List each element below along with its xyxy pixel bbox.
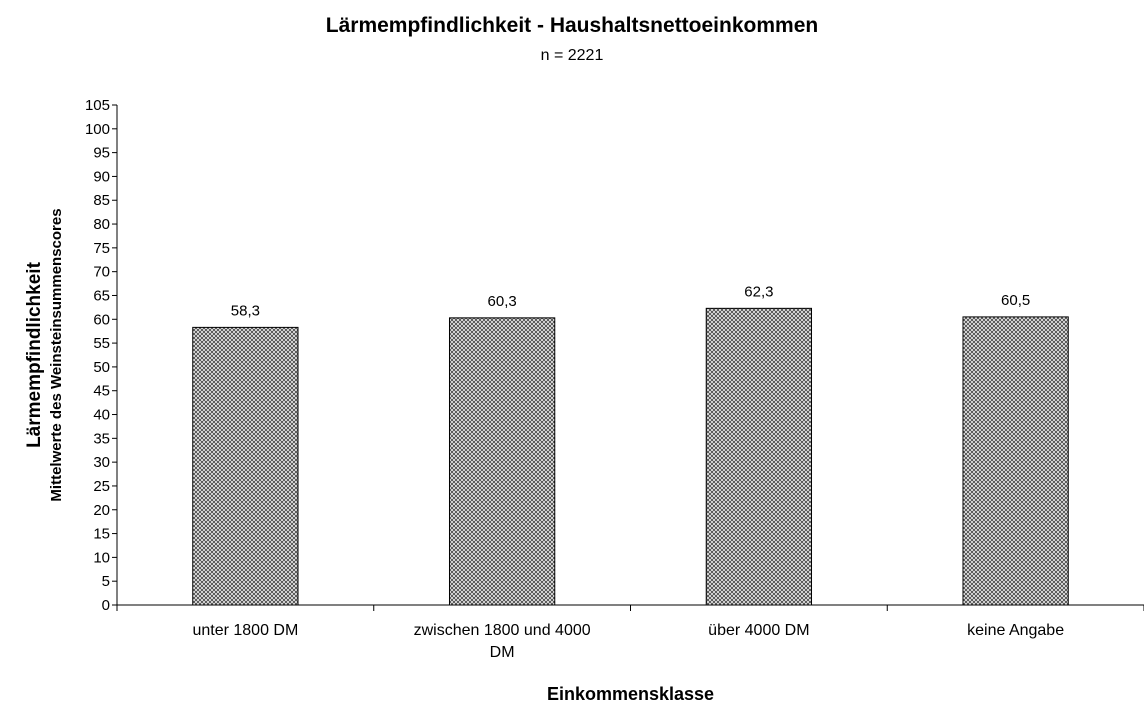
x-tick-label: keine Angabe [967, 622, 1064, 639]
y-tick-label: 5 [102, 573, 110, 590]
y-axis: 0 5 10 15 20 25 30 35 40 45 50 55 60 65 70 75 80 85 90 95 10… [85, 97, 118, 614]
y-tick-label: 105 [85, 97, 110, 114]
y-tick-label: 0 [102, 597, 110, 614]
data-label: 62,3 [744, 283, 773, 300]
x-tick-label: zwischen 1800 und 4000 DM [414, 622, 591, 661]
y-tick-label: 75 [93, 240, 110, 257]
y-tick-label: 15 [93, 526, 110, 543]
y-tick-label: 45 [93, 383, 110, 400]
y-tick-label: 65 [93, 287, 110, 304]
bars: 58,3 60,3 62,3 60,5 [192, 283, 1069, 606]
chart-subtitle: n = 2221 [540, 47, 604, 64]
y-tick-label: 40 [93, 407, 110, 424]
data-label: 60,3 [488, 293, 517, 310]
bar [962, 316, 1069, 606]
data-label: 60,5 [1001, 292, 1030, 309]
bar [705, 307, 813, 606]
y-tick-label: 60 [93, 311, 110, 328]
chart-title: Lärmempfindlichkeit - Haushaltsnettoeink… [325, 14, 819, 37]
y-tick-label: 100 [85, 121, 110, 138]
data-label: 58,3 [231, 302, 260, 319]
bar [448, 317, 556, 606]
x-tick-label: über 4000 DM [708, 622, 809, 639]
x-axis-label: Einkommensklasse [546, 684, 715, 704]
y-tick-label: 90 [93, 168, 110, 185]
y-tick-label: 25 [93, 478, 110, 495]
y-tick-label: 50 [93, 359, 110, 376]
x-axis: unter 1800 DM zwischen 1800 und 4000 DM übe… [116, 604, 1144, 661]
bar [192, 326, 299, 606]
y-tick-label: 80 [93, 216, 110, 233]
y-tick-label: 85 [93, 192, 110, 209]
y-tick-label: 10 [93, 549, 110, 566]
y-tick-label: 20 [93, 502, 110, 519]
y-tick-label: 30 [93, 454, 110, 471]
y-tick-label: 70 [93, 264, 110, 281]
y-tick-label: 95 [93, 145, 110, 162]
y-tick-label: 35 [93, 430, 110, 447]
y-tick-label: 55 [93, 335, 110, 352]
x-tick-label: unter 1800 DM [192, 622, 298, 639]
